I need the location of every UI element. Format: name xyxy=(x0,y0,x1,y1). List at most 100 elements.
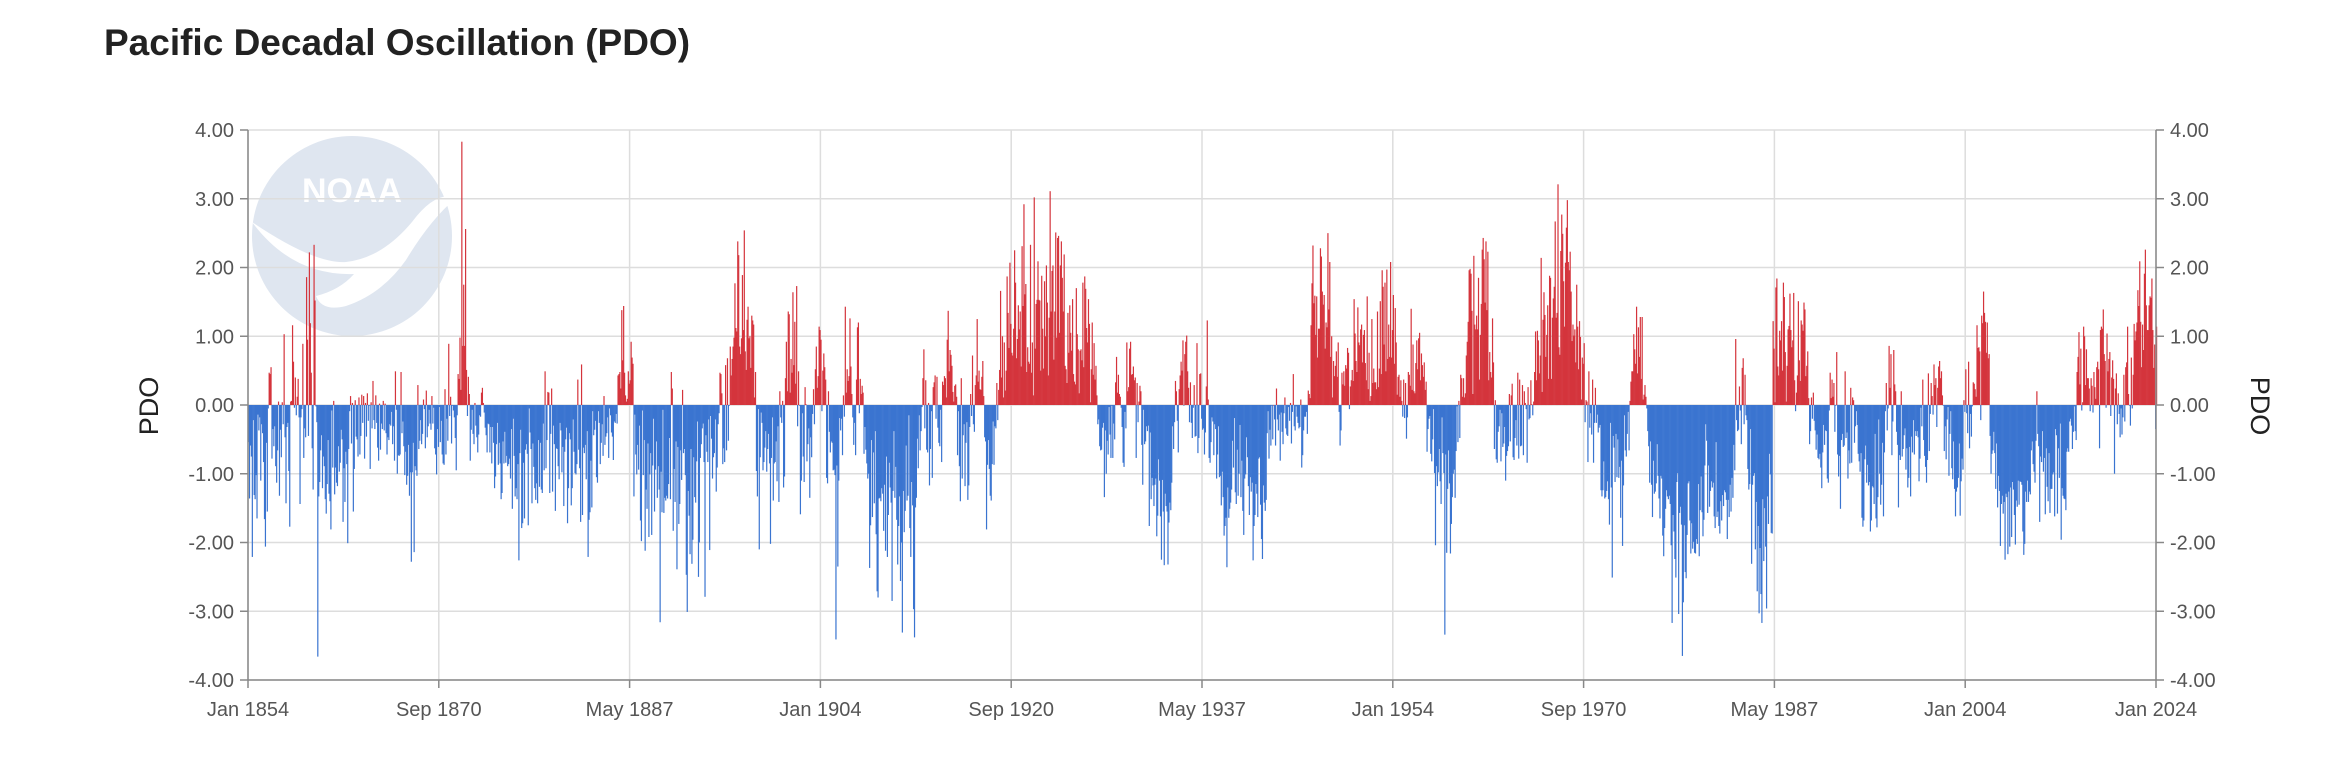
pdo-bar xyxy=(895,405,897,467)
pdo-bar xyxy=(1852,400,1855,405)
pdo-bar xyxy=(1028,363,1031,405)
pdo-bar xyxy=(836,405,838,466)
pdo-bar xyxy=(1312,245,1314,405)
pdo-bar xyxy=(1514,405,1516,438)
pdo-bar xyxy=(1392,295,1394,405)
pdo-bar xyxy=(1593,405,1596,423)
pdo-bar xyxy=(1104,405,1106,431)
pdo-bar xyxy=(594,405,596,430)
pdo-bar xyxy=(795,383,797,405)
pdo-bar xyxy=(2083,336,2086,405)
pdo-bar xyxy=(1644,385,1646,405)
pdo-bar xyxy=(1746,405,1748,421)
pdo-bar xyxy=(1865,405,1867,446)
bars-layer xyxy=(248,141,2158,657)
pdo-bar xyxy=(1717,405,1719,512)
pdo-bar xyxy=(1194,405,1196,437)
pdo-bar xyxy=(1975,396,1977,405)
pdo-bar xyxy=(1571,341,1573,405)
pdo-bar xyxy=(1690,405,1692,554)
pdo-bar xyxy=(2061,405,2063,489)
pdo-bar xyxy=(793,365,795,406)
pdo-bar xyxy=(1284,397,1286,405)
pdo-bar xyxy=(547,391,549,405)
pdo-bar xyxy=(728,405,730,406)
pdo-bar xyxy=(1910,405,1913,437)
pdo-bar xyxy=(564,405,566,452)
pdo-bar xyxy=(1347,352,1350,405)
pdo-bar xyxy=(818,326,820,406)
pdo-bar xyxy=(1278,405,1280,415)
pdo-bar xyxy=(1613,405,1615,448)
pdo-bar xyxy=(321,405,324,489)
pdo-bar xyxy=(422,399,425,405)
pdo-bar xyxy=(848,376,850,406)
pdo-bar xyxy=(1145,405,1148,427)
pdo-bar xyxy=(492,405,494,427)
pdo-bar xyxy=(1804,309,1806,405)
pdo-bar xyxy=(898,405,900,526)
pdo-bar xyxy=(1895,391,1897,405)
pdo-bar xyxy=(978,370,980,406)
pdo-bar xyxy=(1137,405,1139,423)
pdo-bar xyxy=(2151,278,2153,405)
pdo-bar xyxy=(720,374,722,405)
pdo-bar xyxy=(1663,405,1665,557)
pdo-bar xyxy=(316,405,318,423)
pdo-bar xyxy=(779,391,781,405)
pdo-bar xyxy=(1153,405,1155,507)
pdo-bar xyxy=(1488,380,1490,405)
pdo-bar xyxy=(1884,405,1886,412)
pdo-bar xyxy=(2012,405,2015,490)
pdo-bar xyxy=(950,354,952,405)
pdo-bar xyxy=(1984,321,1987,405)
pdo-bar xyxy=(1546,334,1548,406)
pdo-bar xyxy=(1560,251,1562,405)
pdo-bar xyxy=(1202,405,1204,430)
pdo-bar xyxy=(1429,405,1431,416)
pdo-bar xyxy=(675,405,677,442)
pdo-bar xyxy=(1215,405,1217,430)
pdo-bar xyxy=(1581,357,1583,405)
pdo-bar xyxy=(1503,405,1505,444)
pdo-bar xyxy=(669,405,672,500)
pdo-bar xyxy=(713,405,715,454)
pdo-bar xyxy=(1922,379,1924,405)
pdo-bar xyxy=(1346,368,1348,405)
pdo-bar xyxy=(736,331,738,405)
pdo-bar xyxy=(583,405,585,454)
pdo-bar xyxy=(1309,398,1311,406)
pdo-bar xyxy=(852,405,854,418)
pdo-bar xyxy=(717,405,719,425)
pdo-bar xyxy=(333,400,335,406)
pdo-bar xyxy=(1673,405,1675,532)
pdo-bar xyxy=(1009,262,1011,405)
pdo-bar xyxy=(1572,324,1574,405)
pdo-bar xyxy=(1071,350,1073,405)
pdo-bar xyxy=(1101,405,1104,428)
pdo-bar xyxy=(2141,367,2143,405)
pdo-bar xyxy=(398,405,400,456)
pdo-bar xyxy=(1768,405,1770,454)
pdo-bar xyxy=(1520,405,1522,447)
pdo-bar xyxy=(572,405,574,420)
pdo-bar xyxy=(613,405,615,422)
pdo-bar xyxy=(1657,405,1659,476)
pdo-bar xyxy=(551,388,553,405)
pdo-bar xyxy=(1614,405,1616,482)
pdo-bar xyxy=(1505,405,1507,481)
pdo-bar xyxy=(709,405,711,551)
pdo-bar xyxy=(1559,354,1561,405)
pdo-bar xyxy=(804,387,806,406)
pdo-bar xyxy=(1233,405,1235,419)
pdo-bar xyxy=(311,405,313,449)
pdo-bar xyxy=(2040,405,2043,463)
pdo-bar xyxy=(1618,405,1620,478)
pdo-bar xyxy=(995,405,997,429)
pdo-bar xyxy=(1649,405,1651,483)
pdo-bar xyxy=(272,405,274,430)
pdo-bar xyxy=(1148,405,1150,526)
pdo-bar xyxy=(442,405,444,464)
pdo-bar xyxy=(287,405,289,423)
pdo-bar xyxy=(1266,405,1268,434)
